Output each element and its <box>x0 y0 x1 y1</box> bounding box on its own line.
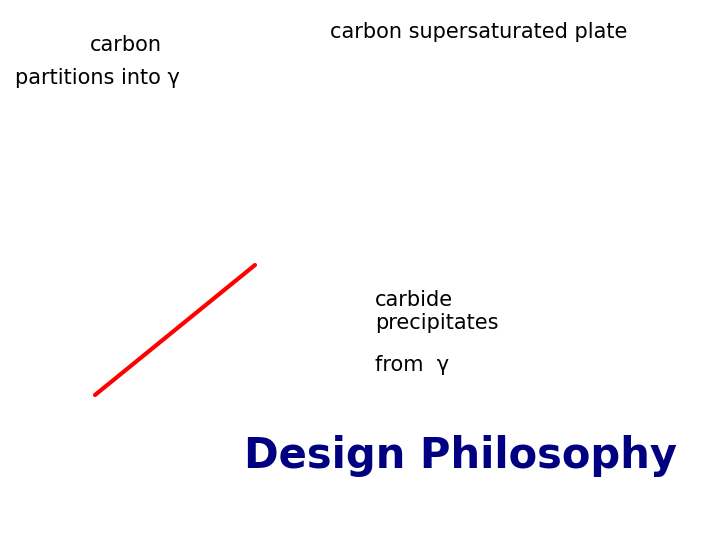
Text: carbon supersaturated plate: carbon supersaturated plate <box>330 22 627 42</box>
Text: Design Philosophy: Design Philosophy <box>243 435 677 477</box>
Text: carbide
precipitates: carbide precipitates <box>375 290 498 333</box>
Text: partitions into γ: partitions into γ <box>15 68 180 88</box>
Text: carbon: carbon <box>90 35 162 55</box>
Text: from  γ: from γ <box>375 355 449 375</box>
